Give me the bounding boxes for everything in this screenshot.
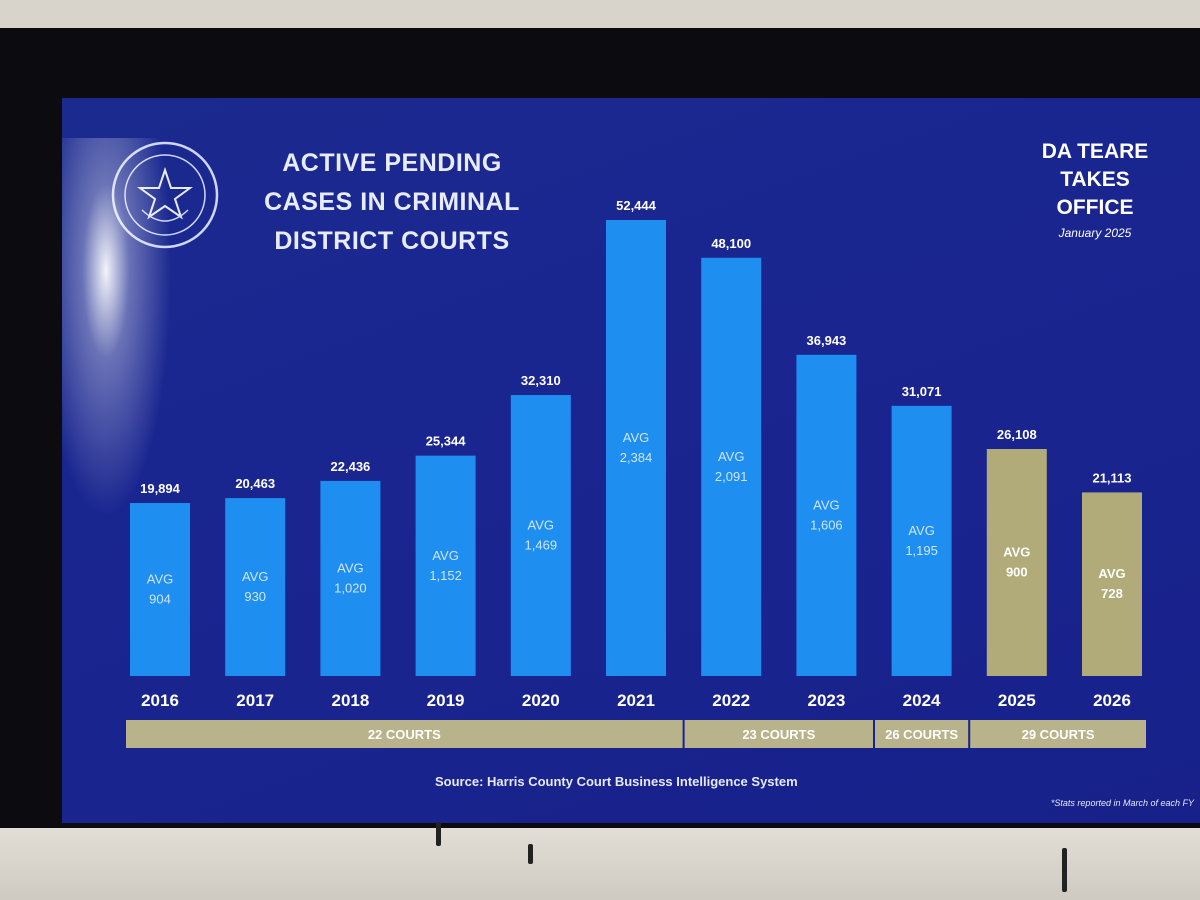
avg-value: 728 (1101, 586, 1123, 601)
avg-label: AVG (813, 497, 840, 512)
announcement-line: OFFICE (1056, 196, 1134, 219)
title-line: ACTIVE PENDING (282, 149, 502, 177)
source-note: Source: Harris County Court Business Int… (435, 774, 798, 789)
x-tick-label: 2017 (236, 691, 274, 710)
avg-label: AVG (242, 569, 269, 584)
avg-label: AVG (432, 548, 459, 563)
avg-value: 1,606 (810, 517, 843, 532)
court-group-label: 26 COURTS (885, 727, 958, 742)
bar-2022 (701, 257, 762, 676)
bar-2018 (320, 480, 381, 676)
x-tick-label: 2026 (1093, 691, 1131, 710)
value-label: 25,344 (426, 434, 467, 449)
avg-label: AVG (1003, 544, 1030, 559)
value-label: 36,943 (807, 333, 847, 348)
x-tick-label: 2024 (903, 691, 941, 710)
x-tick-label: 2018 (331, 691, 369, 710)
cable (528, 844, 533, 864)
avg-label: AVG (337, 560, 364, 575)
value-label: 26,108 (997, 427, 1037, 442)
court-group-band (126, 720, 683, 748)
value-label: 32,310 (521, 373, 561, 388)
x-tick-label: 2021 (617, 691, 655, 710)
value-label: 22,436 (331, 459, 371, 474)
title-line: DISTRICT COURTS (274, 227, 510, 255)
value-label: 19,894 (140, 481, 181, 496)
avg-value: 900 (1006, 564, 1028, 579)
value-label: 31,071 (902, 384, 942, 399)
bar-chart: 19,894 AVG 904 2016 20,463 AVG 930 2017 22,436 AV… (126, 198, 1146, 748)
announcement-callout: DA TEARE TAKES OFFICE January 2025 (1020, 138, 1170, 240)
shelf-below-screen (0, 822, 1200, 900)
court-group-band (970, 720, 1146, 748)
bar-2026 (1082, 492, 1142, 676)
bar-2024 (891, 405, 952, 676)
avg-value: 1,195 (905, 543, 938, 558)
bar-2016 (130, 503, 190, 676)
title-line: CASES IN CRIMINAL (264, 188, 520, 216)
announcement-date: January 2025 (1058, 226, 1132, 240)
tv-frame: 19,894 AVG 904 2016 20,463 AVG 930 2017 22,436 AV… (0, 28, 1200, 828)
avg-value: 2,091 (715, 469, 748, 484)
bar-2023 (796, 354, 857, 676)
x-tick-label: 2022 (712, 691, 750, 710)
bar-2020 (510, 395, 571, 676)
avg-value: 1,469 (525, 538, 558, 553)
cable (436, 822, 441, 846)
announcement-line: TAKES (1060, 168, 1130, 191)
x-tick-label: 2016 (141, 691, 179, 710)
avg-label: AVG (623, 430, 650, 445)
avg-label: AVG (528, 518, 555, 533)
x-tick-label: 2025 (998, 691, 1036, 710)
bar-2025 (986, 448, 1047, 676)
value-label: 52,444 (616, 198, 657, 213)
court-group-label: 29 COURTS (1022, 727, 1095, 742)
chart-title: ACTIVE PENDING CASES IN CRIMINAL DISTRIC… (232, 144, 552, 261)
value-label: 21,113 (1092, 470, 1131, 485)
court-group-label: 23 COURTS (742, 727, 815, 742)
court-group-band (875, 720, 969, 748)
court-group-band (684, 720, 873, 748)
x-tick-label: 2019 (427, 691, 465, 710)
avg-value: 1,020 (334, 580, 367, 595)
cable (1062, 848, 1067, 892)
avg-label: AVG (718, 449, 745, 464)
avg-value: 1,152 (429, 568, 462, 583)
x-tick-label: 2020 (522, 691, 560, 710)
value-label: 48,100 (711, 236, 751, 251)
avg-value: 930 (244, 589, 266, 604)
value-label: 20,463 (235, 476, 275, 491)
avg-value: 904 (149, 592, 171, 607)
footnote: *Stats reported in March of each FY (1050, 798, 1194, 808)
announcement-line: DA TEARE (1041, 140, 1149, 163)
avg-label: AVG (908, 523, 935, 538)
avg-label: AVG (1098, 566, 1125, 581)
presentation-slide: 19,894 AVG 904 2016 20,463 AVG 930 2017 22,436 AV… (62, 98, 1200, 823)
x-tick-label: 2023 (807, 691, 845, 710)
bar-2017 (225, 498, 286, 676)
avg-label: AVG (147, 572, 174, 587)
bar-2019 (415, 455, 476, 676)
court-group-label: 22 COURTS (368, 727, 441, 742)
avg-value: 2,384 (620, 450, 653, 465)
bar-2021 (606, 220, 666, 676)
district-attorney-seal-logo (110, 140, 220, 250)
